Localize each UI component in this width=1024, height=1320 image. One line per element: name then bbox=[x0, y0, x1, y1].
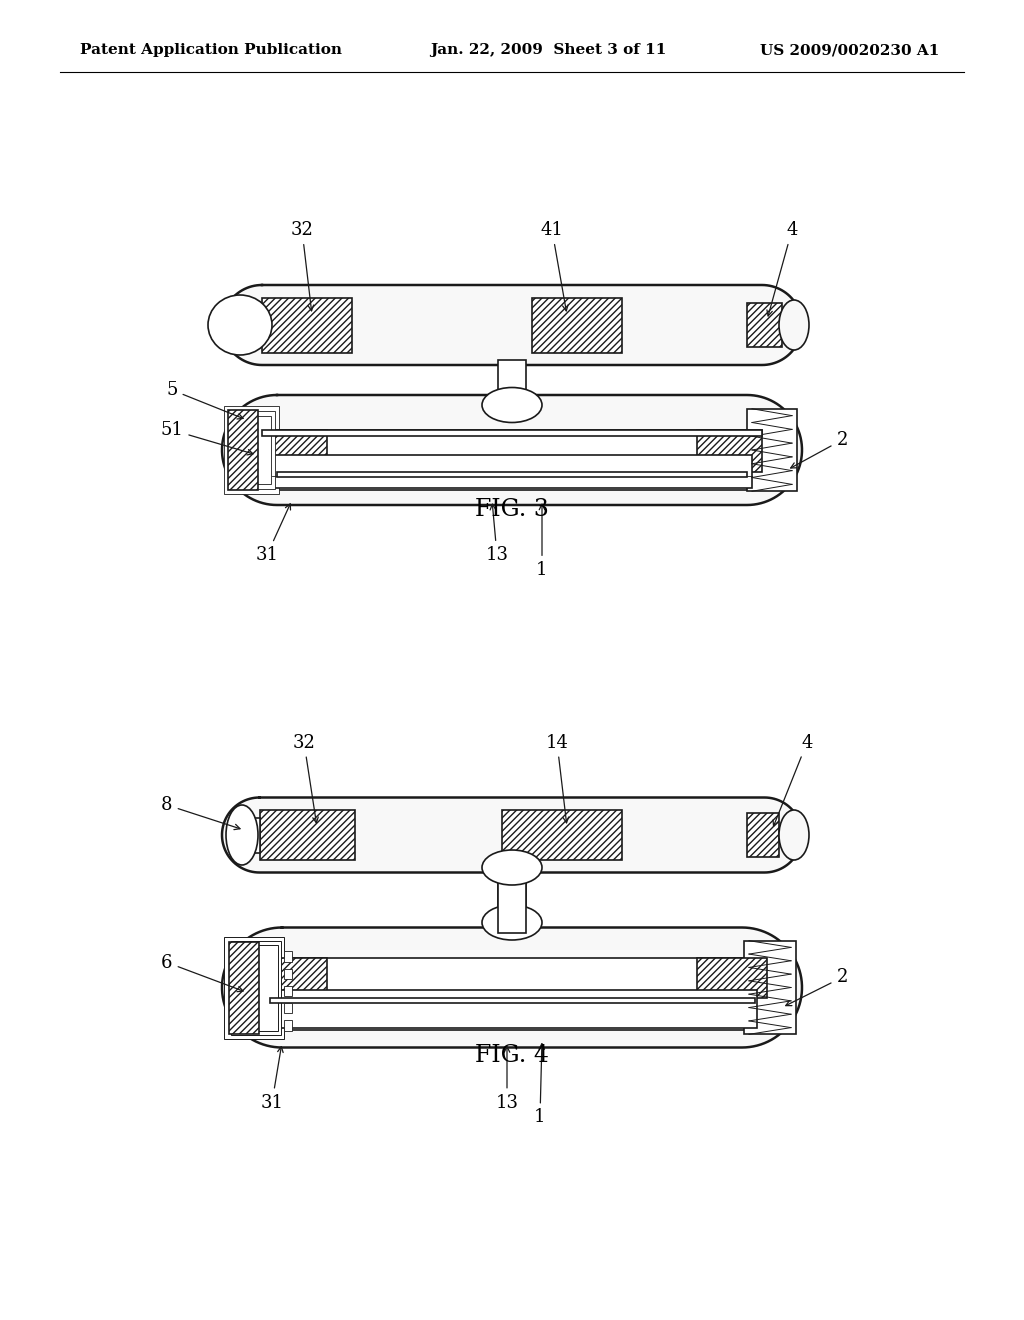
Text: 1: 1 bbox=[535, 1044, 546, 1126]
Text: 4: 4 bbox=[773, 734, 813, 826]
Bar bbox=[697, 957, 767, 998]
Bar bbox=[502, 810, 622, 861]
Bar bbox=[532, 297, 622, 352]
Text: 31: 31 bbox=[260, 1047, 284, 1111]
Bar bbox=[242, 817, 260, 853]
Bar bbox=[284, 969, 292, 979]
Bar bbox=[284, 1020, 292, 1031]
Bar bbox=[284, 986, 292, 997]
Ellipse shape bbox=[226, 805, 258, 865]
Bar bbox=[269, 998, 755, 1002]
Text: 31: 31 bbox=[256, 504, 291, 564]
Text: 4: 4 bbox=[767, 220, 798, 315]
Bar bbox=[224, 936, 284, 1039]
Text: 1: 1 bbox=[537, 504, 548, 579]
Bar bbox=[746, 813, 779, 857]
Text: 13: 13 bbox=[485, 504, 509, 564]
Ellipse shape bbox=[222, 797, 297, 873]
Bar bbox=[282, 928, 742, 1048]
Bar bbox=[498, 867, 526, 932]
Bar bbox=[744, 941, 796, 1035]
Text: 13: 13 bbox=[496, 1047, 518, 1111]
Text: Patent Application Publication: Patent Application Publication bbox=[80, 44, 342, 57]
Bar bbox=[232, 411, 275, 488]
Text: 51: 51 bbox=[161, 421, 253, 455]
Bar bbox=[259, 797, 765, 873]
Bar bbox=[262, 429, 327, 471]
Text: 2: 2 bbox=[791, 432, 848, 469]
Ellipse shape bbox=[222, 395, 332, 506]
Text: 6: 6 bbox=[161, 953, 243, 991]
Ellipse shape bbox=[692, 395, 802, 506]
Text: US 2009/0020230 A1: US 2009/0020230 A1 bbox=[760, 44, 939, 57]
Bar bbox=[231, 940, 281, 1035]
Text: 8: 8 bbox=[161, 796, 240, 830]
Bar bbox=[260, 810, 355, 861]
Ellipse shape bbox=[208, 294, 272, 355]
Bar bbox=[284, 1003, 292, 1014]
Bar bbox=[238, 945, 278, 1031]
Bar bbox=[746, 304, 782, 347]
Ellipse shape bbox=[779, 810, 809, 861]
Bar bbox=[262, 285, 762, 366]
Text: 14: 14 bbox=[546, 734, 568, 822]
Text: 5: 5 bbox=[166, 381, 243, 418]
Ellipse shape bbox=[222, 928, 342, 1048]
Ellipse shape bbox=[482, 850, 542, 884]
Bar bbox=[272, 454, 752, 488]
Bar bbox=[257, 957, 327, 998]
Text: FIG. 4: FIG. 4 bbox=[475, 1044, 549, 1067]
Bar bbox=[262, 429, 762, 436]
Bar bbox=[240, 416, 271, 484]
Bar bbox=[697, 429, 762, 471]
Bar bbox=[278, 395, 746, 506]
Ellipse shape bbox=[482, 388, 542, 422]
Text: 32: 32 bbox=[291, 220, 313, 310]
Bar bbox=[746, 409, 797, 491]
Bar bbox=[278, 471, 746, 477]
Bar bbox=[262, 429, 762, 490]
Bar bbox=[267, 990, 757, 1027]
Ellipse shape bbox=[727, 797, 802, 873]
Ellipse shape bbox=[682, 928, 802, 1048]
Text: 41: 41 bbox=[541, 220, 568, 312]
Ellipse shape bbox=[779, 300, 809, 350]
Ellipse shape bbox=[222, 285, 302, 366]
Bar bbox=[498, 360, 526, 405]
Bar bbox=[229, 941, 259, 1034]
Text: 32: 32 bbox=[293, 734, 318, 822]
Bar bbox=[257, 957, 767, 1030]
Bar bbox=[244, 308, 262, 342]
Text: 2: 2 bbox=[785, 969, 848, 1006]
Bar bbox=[228, 411, 258, 490]
Bar bbox=[262, 297, 352, 352]
Bar bbox=[498, 867, 526, 923]
Text: FIG. 3: FIG. 3 bbox=[475, 499, 549, 521]
Bar bbox=[224, 407, 279, 494]
Ellipse shape bbox=[722, 285, 802, 366]
Ellipse shape bbox=[482, 906, 542, 940]
Bar bbox=[284, 952, 292, 962]
Text: Jan. 22, 2009  Sheet 3 of 11: Jan. 22, 2009 Sheet 3 of 11 bbox=[430, 44, 667, 57]
